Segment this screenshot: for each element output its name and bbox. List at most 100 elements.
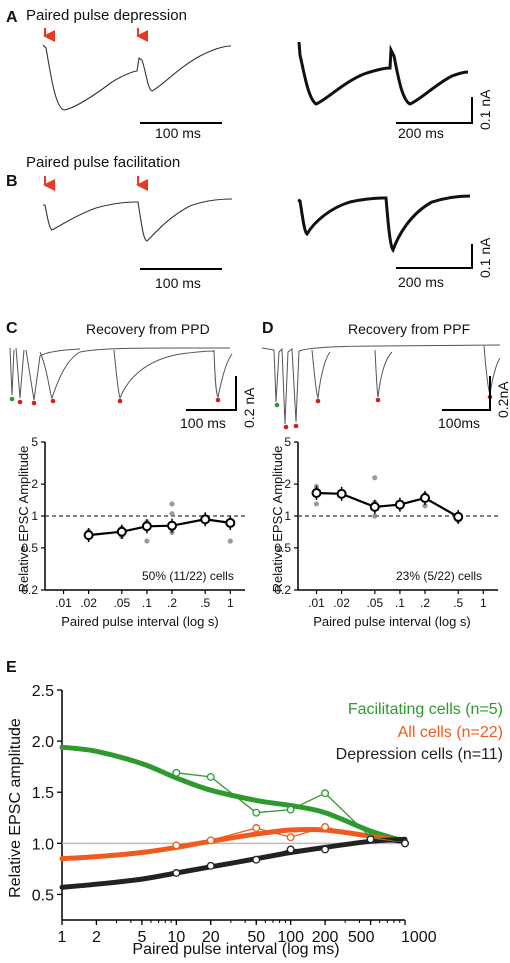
x-tick-label: 50 (247, 929, 265, 946)
panel-c-letter: C (6, 320, 18, 337)
trace-a-right (297, 41, 469, 106)
raw-point (313, 501, 320, 507)
y-tick-label: 2 (31, 477, 38, 491)
panel-c-traces: C Recovery from PPD 100 ms 0.2 nA (6, 320, 257, 431)
trace-d-dot-green (274, 402, 280, 408)
mean-point (453, 511, 464, 522)
y-tick-label: 0.2 (274, 583, 291, 597)
trace-c-dot-5 (215, 397, 221, 403)
trace-a-left (42, 44, 232, 111)
scalebar-b-right-time: 200 ms (398, 274, 444, 290)
y-tick-label: 5 (31, 435, 38, 449)
scalebar-b-left-label: 100 ms (155, 275, 201, 291)
data-point (321, 823, 330, 831)
y-tick-label: 2.0 (32, 734, 54, 751)
trace-c-dot-3 (50, 398, 56, 404)
raw-point (169, 511, 175, 517)
x-tick-label: .05 (366, 596, 383, 610)
x-tick-label: 200 (312, 929, 339, 946)
chart-e-ylabel: Relative EPSC amplitude (7, 718, 24, 898)
data-point (286, 833, 295, 842)
y-tick-label: 1 (284, 509, 291, 523)
data-point (252, 808, 261, 817)
y-tick-label: 1.5 (32, 785, 54, 802)
chart-e: E 0.51.01.52.02.51 2 5 10 20 50 100 200 500 1000 … (6, 659, 503, 958)
panel-b-letter: B (6, 173, 18, 190)
scalebar-d-amp: 0.2nA (495, 381, 510, 418)
chart-d-ylabel: Relative EPSC Amplitude (270, 446, 285, 593)
panel-b: B Paired pulse facilitation 100 ms 200 m… (6, 154, 493, 291)
trace-d-dot-2 (293, 423, 299, 429)
raw-point (422, 503, 428, 509)
mean-point (311, 487, 322, 498)
chart-d: 0.2 0.5 1 2 5 .01 .02 .05 .1 .2 .5 1 Relative EPSC … (270, 435, 498, 629)
mean-point (116, 526, 127, 537)
mean-point (200, 514, 211, 525)
x-tick-label: 100 (277, 929, 304, 946)
y-tick-label: 0.5 (32, 887, 54, 904)
data-point (252, 855, 261, 864)
x-tick-label: .1 (142, 596, 152, 610)
data-point (206, 861, 215, 870)
x-tick-label: .5 (453, 596, 463, 610)
trace-d-dot-3 (315, 398, 321, 404)
x-tick-label: .01 (308, 596, 325, 610)
scalebar-c-amp: 0.2 nA (241, 387, 257, 428)
data-point (172, 841, 181, 850)
scalebar-b-right-amp: 0.1 nA (477, 237, 493, 278)
data-point (206, 836, 215, 845)
chart-e-xlabel: Paired pulse interval (log ms) (132, 941, 339, 958)
raw-point (372, 475, 378, 481)
trace-d (261, 344, 501, 425)
x-tick-label: .02 (80, 596, 97, 610)
panel-e-letter: E (6, 659, 17, 676)
panel-a-title: Paired pulse depression (26, 7, 187, 24)
trace-c-dot-green (9, 396, 15, 402)
scalebar-d (442, 376, 491, 411)
data-point (401, 839, 409, 848)
x-tick-label: 20 (202, 929, 220, 946)
x-tick-label: .2 (167, 596, 177, 610)
trace-b-left (43, 198, 233, 242)
data-point (286, 805, 295, 814)
data-point (172, 768, 181, 777)
panel-c-title: Recovery from PPD (86, 321, 210, 337)
chart-c-annotation: 50% (11/22) cells (142, 569, 234, 583)
mean-point (394, 499, 405, 510)
x-tick-label: 1000 (401, 929, 437, 946)
y-tick-label: 0.5 (274, 541, 291, 555)
y-tick-label: 1 (31, 509, 38, 523)
scalebar-a-right-amp: 0.1 nA (477, 89, 493, 130)
scalebar-a-right-time: 200 ms (398, 125, 444, 141)
scalebar-d-time: 100ms (438, 415, 480, 431)
trace-c-dot-2 (31, 400, 37, 406)
y-tick-label: 1.0 (32, 836, 54, 853)
x-tick-label: .02 (333, 596, 350, 610)
mean-point (420, 492, 431, 503)
fit-curve-1 (59, 744, 408, 844)
y-tick-label: 0.5 (21, 541, 38, 555)
x-tick-label: 1 (227, 596, 234, 610)
x-tick-label: .2 (420, 596, 430, 610)
trace-c-dot-1 (17, 399, 23, 405)
mean-point (336, 488, 347, 499)
chart-c-ylabel: Relative EPSC Amplitude (16, 446, 31, 593)
x-tick-label: 500 (348, 929, 375, 946)
panel-d-title: Recovery from PPF (348, 321, 470, 337)
raw-point (372, 513, 378, 519)
data-point (366, 835, 375, 844)
scalebar-c (186, 376, 237, 411)
x-tick-label: 10 (167, 929, 185, 946)
data-point (206, 772, 215, 781)
x-tick-label: 1 (58, 929, 67, 946)
legend-facilitating: Facilitating cells (n=5) (348, 701, 503, 718)
x-tick-label: .1 (395, 596, 405, 610)
panel-b-title: Paired pulse facilitation (26, 154, 180, 171)
raw-point (144, 538, 150, 544)
mean-point (225, 517, 236, 528)
panel-d-letter: D (262, 320, 274, 337)
mean-point (83, 530, 94, 541)
chart-d-xlabel: Paired pulse interval (log s) (313, 614, 471, 629)
panel-a: A Paired pulse depression 100 ms 200 ms … (6, 7, 493, 141)
trace-c (9, 347, 233, 401)
